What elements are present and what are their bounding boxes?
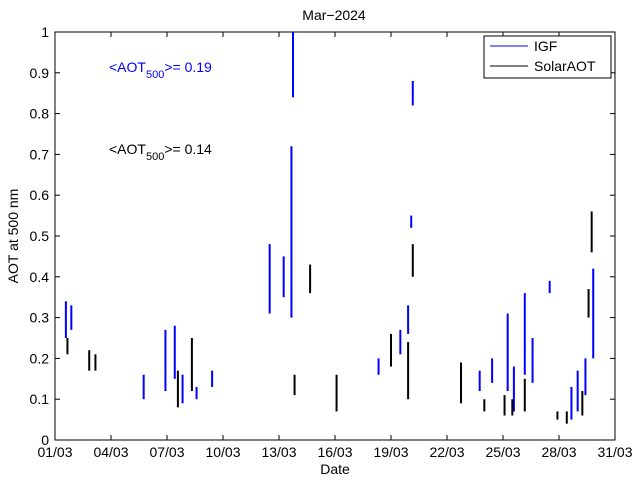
x-tick-label: 07/03 [149,444,184,460]
x-axis: 01/03 04/03 07/03 10/03 13/03 16/03 19/03 22/03… [37,32,633,460]
y-tick-label: 0.1 [30,391,50,407]
y-axis: 0 0.1 0.2 0.3 0.4 0.5 0.6 0.7 0.8 0.9 1 [30,24,615,448]
plot-area [54,31,616,441]
legend-label-solaraot: SolarAOT [534,58,596,74]
y-tick-label: 1 [41,24,49,40]
x-tick-label: 13/03 [261,444,296,460]
x-tick-label: 25/03 [485,444,520,460]
x-tick-label: 10/03 [205,444,240,460]
annotation-solaraot-mean: <AOT500>= 0.14 [109,141,212,163]
y-tick-label: 0.9 [30,65,50,81]
x-tick-label: 22/03 [429,444,464,460]
chart-title: Mar−2024 [302,7,366,23]
x-tick-label: 01/03 [37,444,72,460]
data-marks [64,32,595,424]
legend-label-igf: IGF [534,38,557,54]
y-axis-label: AOT at 500 nm [5,189,21,284]
y-tick-label: 0.2 [30,350,50,366]
x-tick-label: 28/03 [541,444,576,460]
y-tick-label: 0.3 [30,310,50,326]
y-tick-label: 0.5 [30,228,50,244]
x-tick-label: 16/03 [317,444,352,460]
x-tick-label: 19/03 [373,444,408,460]
y-tick-label: 0.7 [30,146,50,162]
x-tick-label: 04/03 [93,444,128,460]
legend: IGF SolarAOT [483,35,612,79]
annotation-igf-mean: <AOT500>= 0.19 [109,59,212,81]
y-tick-label: 0.6 [30,187,50,203]
y-tick-label: 0.4 [30,269,50,285]
x-axis-label: Date [320,461,350,477]
x-tick-label: 31/03 [597,444,632,460]
legend-box [483,35,612,79]
y-tick-label: 0 [41,432,49,448]
y-tick-label: 0.8 [30,106,50,122]
